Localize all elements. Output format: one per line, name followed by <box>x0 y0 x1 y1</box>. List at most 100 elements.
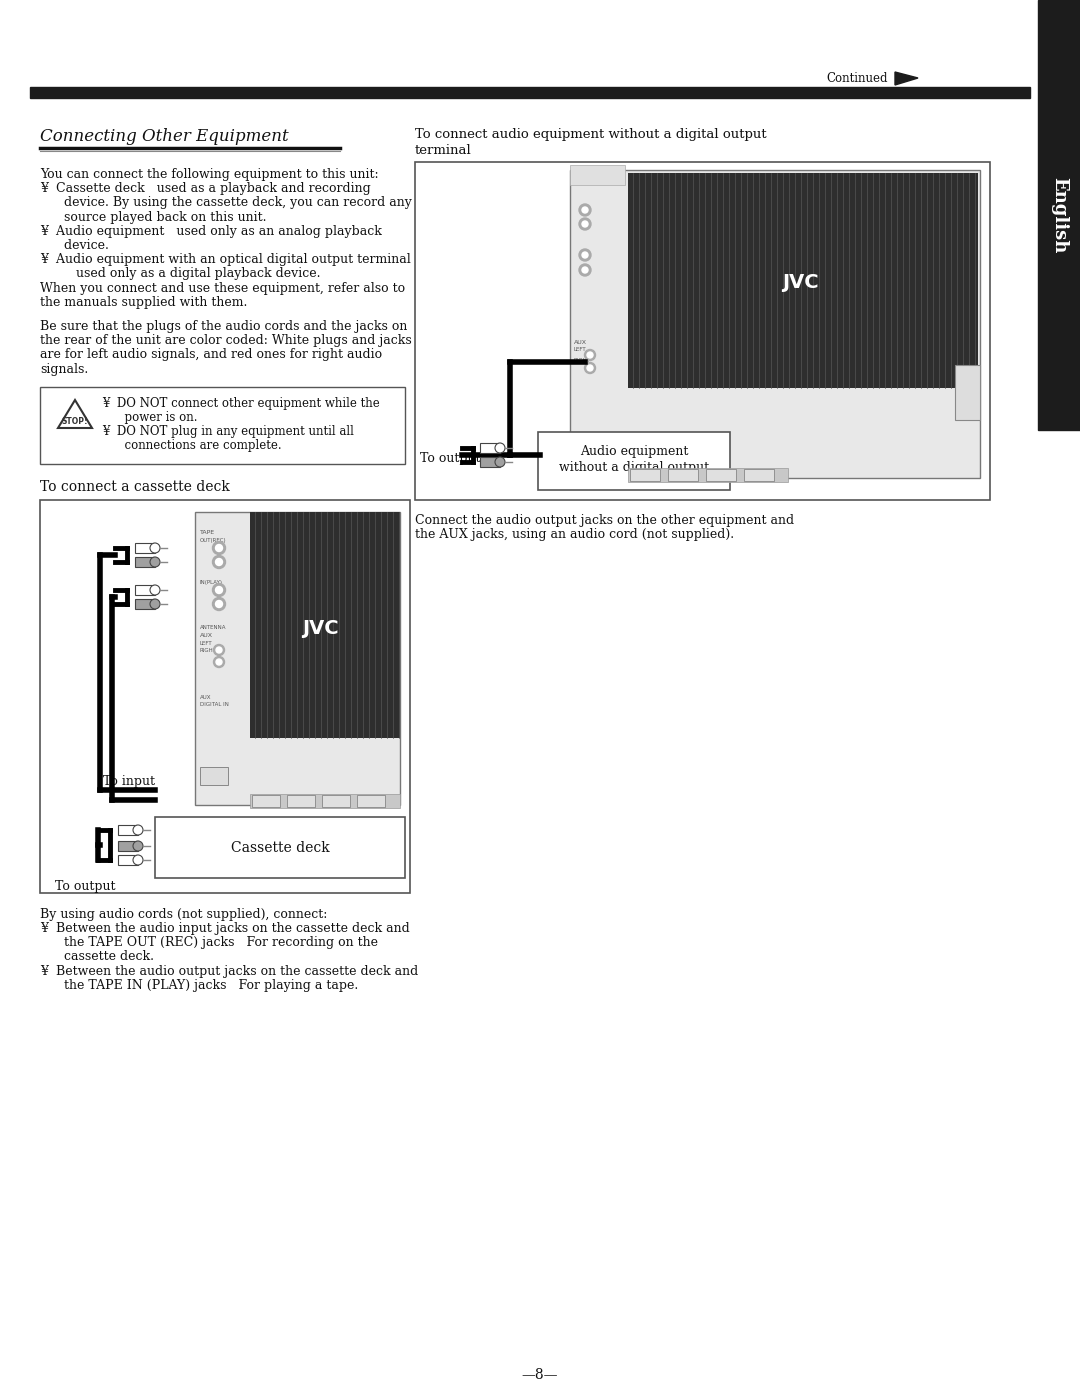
Bar <box>1038 0 1080 430</box>
Bar <box>744 469 774 481</box>
Text: By using audio cords (not supplied), connect:: By using audio cords (not supplied), con… <box>40 908 327 921</box>
Circle shape <box>495 443 505 453</box>
Circle shape <box>216 587 222 594</box>
Circle shape <box>579 218 591 231</box>
Circle shape <box>582 267 588 272</box>
Circle shape <box>588 365 593 372</box>
Text: RIGHT: RIGHT <box>200 648 217 652</box>
Bar <box>118 855 138 865</box>
Circle shape <box>214 644 225 655</box>
Polygon shape <box>895 73 918 85</box>
Text: ¥  Audio equipment   used only as an analog playback: ¥ Audio equipment used only as an analog… <box>40 225 382 237</box>
Bar <box>538 432 730 490</box>
Circle shape <box>579 264 591 277</box>
Text: connections are complete.: connections are complete. <box>102 439 282 453</box>
Bar <box>249 511 400 738</box>
Text: LEFT: LEFT <box>573 346 586 352</box>
Bar <box>252 795 280 807</box>
Circle shape <box>133 841 143 851</box>
Text: ¥  DO NOT plug in any equipment until all: ¥ DO NOT plug in any equipment until all <box>102 425 354 439</box>
Text: IN(PLAY): IN(PLAY) <box>200 580 222 585</box>
Circle shape <box>150 599 160 609</box>
Text: STOP!: STOP! <box>62 416 89 426</box>
Text: TAPE: TAPE <box>200 529 215 535</box>
Text: ¥  Between the audio output jacks on the cassette deck and: ¥ Between the audio output jacks on the … <box>40 964 418 978</box>
Text: AUX: AUX <box>200 633 213 638</box>
Bar <box>30 87 1030 98</box>
Text: English: English <box>1050 177 1068 253</box>
Text: ANTENNA: ANTENNA <box>200 624 227 630</box>
Circle shape <box>584 362 595 373</box>
Bar <box>135 599 156 609</box>
Bar <box>287 795 315 807</box>
Bar <box>135 543 156 553</box>
Polygon shape <box>58 400 92 427</box>
Text: Connecting Other Equipment: Connecting Other Equipment <box>40 129 288 145</box>
Text: source played back on this unit.: source played back on this unit. <box>40 211 267 224</box>
Bar <box>480 443 500 453</box>
Bar <box>322 795 350 807</box>
Bar <box>955 365 980 420</box>
Text: ¥  Cassette deck   used as a playback and recording: ¥ Cassette deck used as a playback and r… <box>40 182 370 196</box>
Bar <box>135 557 156 567</box>
Circle shape <box>582 251 588 258</box>
Circle shape <box>214 657 225 668</box>
Text: —8—: —8— <box>522 1368 558 1382</box>
Bar <box>415 162 990 500</box>
Text: Audio equipment: Audio equipment <box>580 446 688 458</box>
Text: AUX: AUX <box>200 694 212 700</box>
Text: AUX: AUX <box>573 339 588 345</box>
Circle shape <box>150 543 160 553</box>
Text: JVC: JVC <box>782 274 819 292</box>
Bar <box>570 170 980 478</box>
Text: are for left audio signals, and red ones for right audio: are for left audio signals, and red ones… <box>40 348 382 362</box>
Bar <box>118 841 138 851</box>
Text: DIGITAL IN: DIGITAL IN <box>200 703 229 707</box>
Text: the TAPE IN (PLAY) jacks   For playing a tape.: the TAPE IN (PLAY) jacks For playing a t… <box>40 979 359 992</box>
Bar <box>570 165 625 184</box>
Circle shape <box>216 559 222 566</box>
Bar <box>630 469 660 481</box>
Text: Continued: Continued <box>826 71 888 84</box>
Text: LEFT: LEFT <box>200 641 213 645</box>
Text: When you connect and use these equipment, refer also to: When you connect and use these equipment… <box>40 282 405 295</box>
Bar <box>135 585 156 595</box>
Circle shape <box>582 221 588 226</box>
Text: To input: To input <box>103 775 156 788</box>
Text: terminal: terminal <box>415 144 472 156</box>
Text: device.: device. <box>40 239 109 251</box>
Text: You can connect the following equipment to this unit:: You can connect the following equipment … <box>40 168 379 182</box>
Circle shape <box>588 352 593 358</box>
Circle shape <box>495 457 505 467</box>
Text: ¥  DO NOT connect other equipment while the: ¥ DO NOT connect other equipment while t… <box>102 397 380 409</box>
Text: ¥  Audio equipment with an optical digital output terminal: ¥ Audio equipment with an optical digita… <box>40 253 410 267</box>
Bar <box>200 767 228 785</box>
Text: RIGHT: RIGHT <box>573 358 591 363</box>
Text: without a digital output: without a digital output <box>559 461 710 475</box>
Circle shape <box>213 598 226 610</box>
Text: the AUX jacks, using an audio cord (not supplied).: the AUX jacks, using an audio cord (not … <box>415 528 734 541</box>
Circle shape <box>133 826 143 835</box>
Circle shape <box>213 556 226 569</box>
Circle shape <box>216 647 222 652</box>
Bar <box>669 469 698 481</box>
Text: Connect the audio output jacks on the other equipment and: Connect the audio output jacks on the ot… <box>415 514 794 527</box>
Circle shape <box>579 249 591 261</box>
Bar <box>249 793 400 807</box>
Text: OPTICAL: OPTICAL <box>203 775 226 781</box>
Circle shape <box>584 349 595 360</box>
Bar <box>706 469 735 481</box>
Circle shape <box>216 545 222 552</box>
Circle shape <box>582 207 588 212</box>
Text: used only as a digital playback device.: used only as a digital playback device. <box>40 267 321 281</box>
Bar <box>40 387 405 464</box>
Text: Be sure that the plugs of the audio cords and the jacks on: Be sure that the plugs of the audio cord… <box>40 320 407 332</box>
Text: signals.: signals. <box>40 363 89 376</box>
Text: device. By using the cassette deck, you can record any: device. By using the cassette deck, you … <box>40 197 411 210</box>
Text: JVC: JVC <box>301 619 338 637</box>
Text: power is on.: power is on. <box>102 411 198 425</box>
Text: cassette deck.: cassette deck. <box>40 950 154 964</box>
Bar <box>357 795 384 807</box>
Bar <box>156 817 405 877</box>
Bar <box>627 173 978 388</box>
